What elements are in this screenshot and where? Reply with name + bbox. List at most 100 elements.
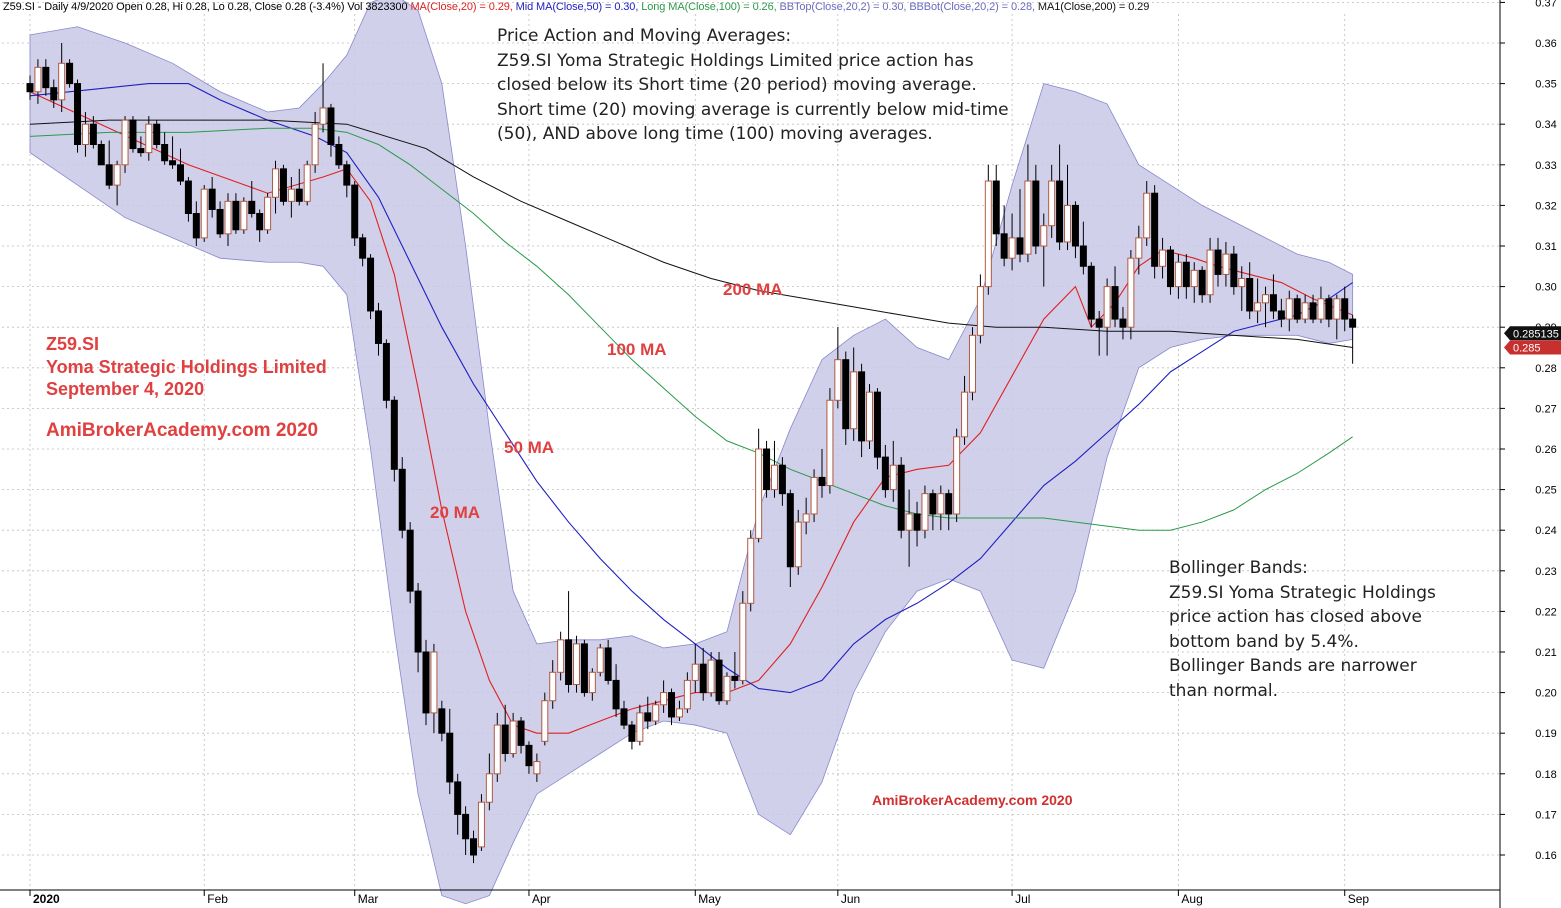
candle: [691, 643, 699, 693]
header-ma200: MA1(Close,200) = 0.29: [1037, 1, 1150, 13]
candle: [747, 530, 755, 612]
candle: [1230, 246, 1238, 295]
candle-body: [1269, 294, 1277, 312]
candle: [1048, 164, 1056, 238]
y-tick-label: 0.37: [1535, 0, 1556, 9]
candle-body: [992, 180, 1000, 235]
candle-body: [802, 513, 810, 523]
candle: [1182, 254, 1190, 299]
candle-body: [454, 781, 462, 815]
candle-body: [1238, 277, 1246, 288]
candle: [786, 489, 794, 588]
candle: [105, 140, 113, 190]
candle: [272, 160, 280, 214]
candle-body: [176, 164, 184, 182]
x-tick-label: May: [698, 892, 721, 906]
candle-body: [850, 371, 858, 430]
candle: [668, 688, 676, 726]
y-tick-label: 0.22: [1535, 606, 1556, 618]
candle-body: [1087, 265, 1095, 320]
candle: [1262, 286, 1270, 328]
candle: [359, 233, 367, 267]
y-tick-label: 0.28: [1535, 363, 1556, 375]
candle: [866, 384, 874, 449]
y-tick-label: 0.18: [1535, 769, 1556, 781]
last-price-tag-red: 0.285: [1504, 340, 1561, 355]
candle: [565, 591, 573, 693]
candle-body: [1103, 286, 1111, 328]
y-tick-label: 0.17: [1535, 809, 1556, 821]
candle-body: [1143, 192, 1151, 239]
candle: [438, 700, 446, 742]
y-tick-label: 0.32: [1535, 200, 1556, 212]
candle-body: [200, 188, 208, 239]
price-tag-text: 0.285: [1513, 343, 1541, 355]
candle-body: [770, 464, 778, 491]
candle-body: [485, 773, 493, 803]
title-site: AmiBrokerAcademy.com 2020: [46, 419, 319, 441]
candle: [1214, 237, 1222, 287]
candle-body: [1325, 298, 1333, 320]
candle: [303, 160, 311, 206]
candle-body: [921, 493, 929, 531]
candle-body: [1262, 294, 1270, 304]
candle-body: [1246, 277, 1254, 312]
candle: [1166, 246, 1174, 295]
candle: [430, 643, 438, 734]
candle: [834, 327, 842, 409]
y-tick-label: 0.26: [1535, 444, 1556, 456]
candle: [1095, 310, 1103, 356]
candle-body: [565, 639, 573, 685]
candle: [1079, 221, 1087, 275]
candle: [34, 59, 42, 104]
candle: [937, 485, 945, 531]
x-tick-label: Apr: [532, 892, 551, 906]
candle: [97, 140, 105, 166]
candle-body: [628, 724, 636, 742]
title-block: Z59.SI Yoma Strategic Holdings Limited S…: [46, 333, 327, 442]
title-symbol: Z59.SI: [46, 334, 100, 354]
candle: [26, 75, 34, 100]
candle-body: [620, 708, 628, 726]
candle: [1016, 189, 1024, 263]
candle-body: [34, 66, 42, 93]
candle: [644, 696, 652, 730]
candle-body: [1159, 249, 1167, 267]
header-symbol: Z59.SI - Daily 4/9/2020 Open 0.28, Hi 0.…: [3, 1, 408, 13]
candle: [541, 692, 549, 746]
ma20-line: [29, 91, 1353, 734]
candle-body: [327, 107, 335, 145]
candle-body: [572, 643, 580, 685]
candle-body: [367, 257, 375, 312]
candle: [1071, 201, 1079, 259]
y-tick-label: 0.16: [1535, 850, 1556, 862]
candle: [842, 351, 850, 445]
candle-body: [596, 647, 604, 673]
label-100-ma: 100 MA: [607, 340, 667, 359]
candle-body: [58, 62, 66, 101]
y-tick-label: 0.19: [1535, 728, 1556, 740]
candle: [113, 160, 121, 206]
candle-body: [866, 391, 874, 442]
candle: [367, 254, 375, 320]
candle: [557, 631, 565, 681]
x-tick-label: Mar: [358, 892, 379, 906]
candle: [477, 794, 485, 851]
candle-body: [351, 184, 359, 239]
candle-body: [517, 720, 525, 746]
candle: [390, 396, 398, 482]
candle-body: [1317, 298, 1325, 320]
candle-body: [422, 651, 430, 714]
candle: [549, 660, 557, 709]
candle: [873, 388, 881, 470]
candle: [1301, 294, 1309, 324]
candle-body: [675, 708, 683, 718]
candle: [470, 830, 478, 864]
candle: [81, 112, 89, 157]
x-tick-label: 2020: [33, 892, 60, 906]
candle: [351, 181, 359, 246]
candle-body: [541, 700, 549, 742]
y-tick-label: 0.23: [1535, 566, 1556, 578]
candle-body: [398, 468, 406, 531]
